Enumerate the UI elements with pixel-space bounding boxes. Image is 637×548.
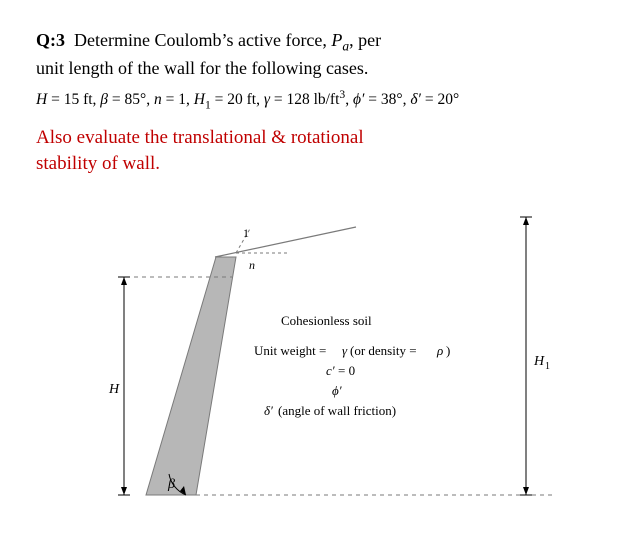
param-H1-val: = 20 ft,	[211, 91, 264, 108]
svg-text:n: n	[249, 258, 255, 272]
svg-text:γ: γ	[342, 343, 348, 358]
param-delta: δ′	[410, 91, 421, 108]
param-phi-val: = 38°,	[364, 91, 410, 108]
svg-text:H: H	[533, 354, 545, 369]
param-beta-val: = 85°,	[108, 91, 154, 108]
param-H1: H	[194, 91, 205, 108]
svg-text:Unit weight =: Unit weight =	[254, 343, 326, 358]
stability-text: Also evaluate the translational & rotati…	[36, 125, 601, 176]
svg-text:Cohesionless soil: Cohesionless soil	[281, 313, 372, 328]
svg-text:δ′: δ′	[264, 403, 273, 418]
question-line2: unit length of the wall for the followin…	[36, 58, 368, 78]
question-label: Q:3	[36, 30, 65, 50]
svg-text:): )	[446, 343, 450, 358]
svg-text:= 0: = 0	[338, 363, 355, 378]
param-delta-val: = 20°	[421, 91, 459, 108]
svg-text:(angle of wall friction): (angle of wall friction)	[278, 403, 396, 418]
param-n-val: = 1,	[162, 91, 194, 108]
param-gamma-val: = 128 lb/ft	[270, 91, 339, 108]
parameter-line: H = 15 ft, β = 85°, n = 1, H1 = 20 ft, γ…	[36, 88, 601, 111]
param-n: n	[154, 91, 162, 108]
svg-text:(or density =: (or density =	[350, 343, 417, 358]
param-gamma-after: ,	[345, 91, 353, 108]
red-line2: stability of wall.	[36, 153, 160, 174]
red-line1: Also evaluate the translational & rotati…	[36, 127, 364, 148]
question-line1a: Determine Coulomb’s active force,	[74, 30, 331, 50]
svg-text:1: 1	[545, 361, 550, 372]
svg-text:ϕ′: ϕ′	[332, 383, 342, 398]
svg-text:H: H	[108, 382, 120, 397]
param-H: H	[36, 91, 47, 108]
svg-text:β: β	[167, 477, 175, 492]
svg-text:c′: c′	[326, 363, 335, 378]
figure-container: 1nHH1βCohesionless soilUnit weight = γ (…	[36, 195, 601, 520]
svg-text:ρ: ρ	[436, 343, 443, 358]
param-beta: β	[100, 91, 108, 108]
param-phi: ϕ′	[353, 91, 364, 108]
param-H-val: = 15 ft,	[47, 91, 100, 108]
question-text: Q:3 Determine Coulomb’s active force, Pa…	[36, 28, 601, 80]
svg-text:1: 1	[243, 226, 249, 240]
wall-figure: 1nHH1βCohesionless soilUnit weight = γ (…	[36, 195, 596, 515]
symbol-P: P	[331, 30, 342, 50]
question-line1b: , per	[349, 30, 381, 50]
